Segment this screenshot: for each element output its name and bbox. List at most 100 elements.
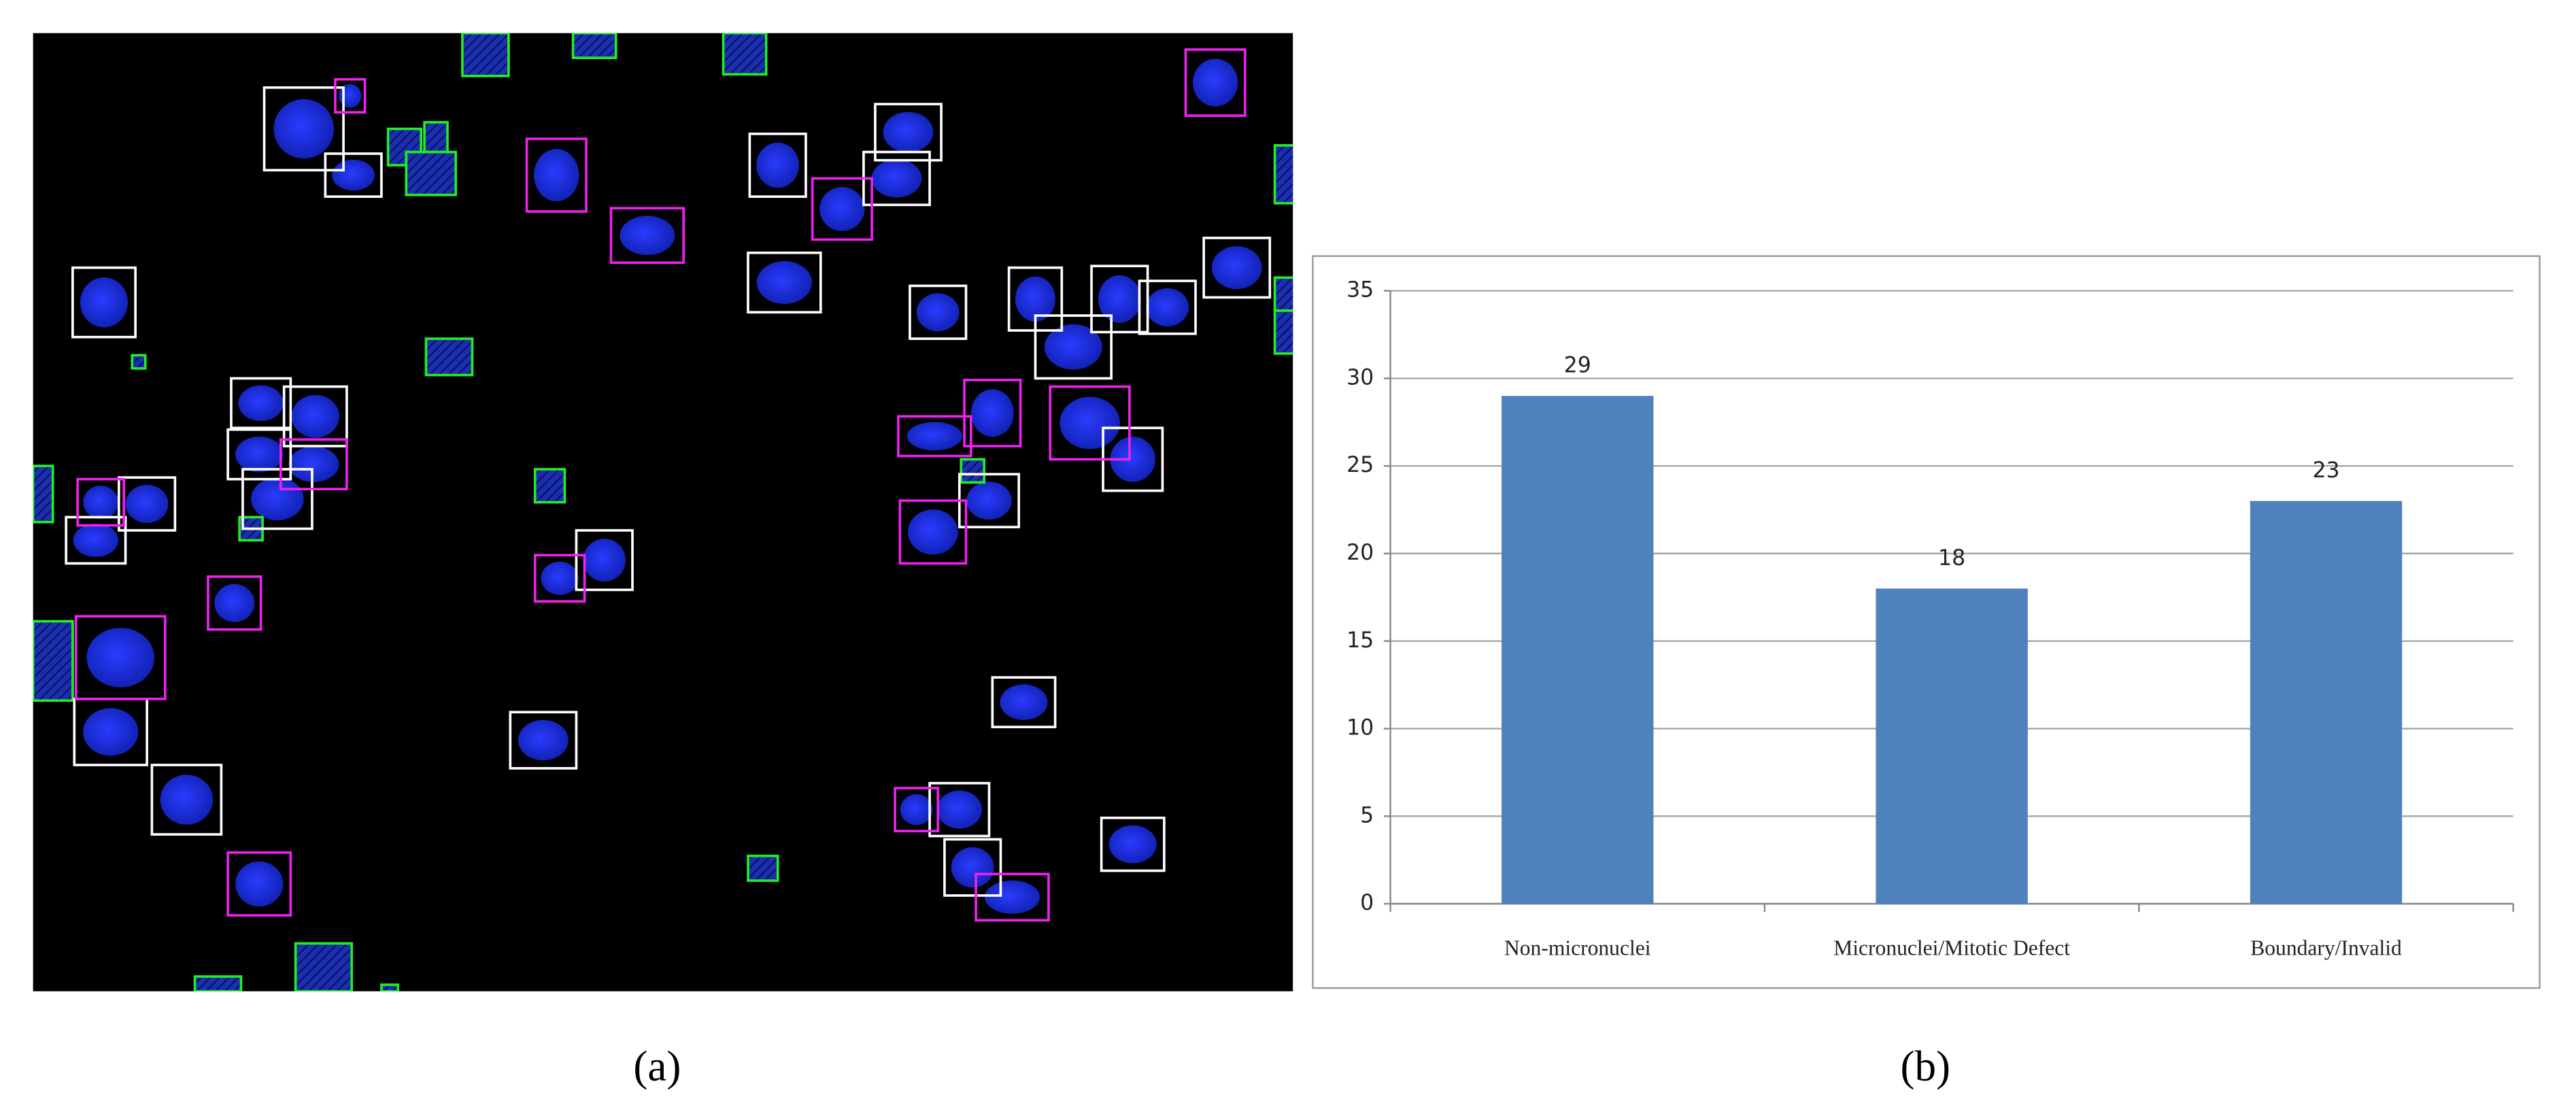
defect-box	[334, 78, 367, 114]
valid-box	[943, 838, 1002, 897]
valid-box	[1202, 237, 1272, 299]
nucleus	[1060, 396, 1120, 449]
nucleus	[125, 485, 169, 524]
nucleus	[620, 216, 675, 256]
valid-box	[928, 781, 991, 838]
nucleus	[583, 539, 626, 582]
y-tick-label: 10	[1346, 716, 1374, 740]
nucleus	[235, 861, 284, 907]
nucleus	[906, 422, 962, 451]
valid-box	[909, 284, 968, 340]
valid-box	[747, 251, 822, 314]
nucleus	[534, 149, 579, 202]
invalid-box	[294, 942, 354, 991]
nucleus	[1000, 684, 1048, 720]
nucleus	[819, 187, 865, 231]
defect-box	[975, 872, 1050, 922]
value-label: 18	[1938, 546, 1965, 570]
nucleus	[160, 774, 214, 825]
nucleus	[86, 628, 155, 687]
nucleus	[1211, 246, 1262, 290]
x-tick-label: Non-micronuclei	[1504, 936, 1651, 959]
defect-box	[1184, 48, 1247, 117]
defect-box	[811, 177, 873, 241]
valid-box	[1138, 279, 1197, 335]
nucleus	[80, 277, 129, 328]
defect-box	[897, 415, 972, 458]
nucleus	[916, 293, 960, 332]
y-tick-label: 25	[1346, 453, 1374, 477]
valid-box	[118, 476, 177, 532]
nucleus	[273, 99, 335, 159]
x-tick-label: Micronuclei/Mitotic Defect	[1833, 936, 2070, 959]
nucleus	[951, 847, 994, 888]
nucleus	[756, 142, 800, 188]
defect-box	[525, 137, 588, 213]
panel-label: (a)	[633, 1042, 681, 1090]
nucleus	[251, 477, 304, 521]
defect-box	[1049, 385, 1131, 461]
nucleus	[984, 880, 1040, 914]
x-tick-label: Boundary/Invalid	[2250, 936, 2402, 959]
valid-box	[874, 103, 943, 162]
microscopy-image	[33, 33, 1293, 991]
invalid-box	[1273, 276, 1293, 312]
value-label: 23	[2312, 458, 2339, 483]
bar-chart: 0 5 10 15 20 25 30 35 29 Non-micronuclei 18 Micronu…	[1346, 278, 2514, 959]
valid-box	[1100, 816, 1166, 872]
value-label: 29	[1564, 353, 1591, 377]
valid-box	[575, 529, 634, 592]
valid-box	[150, 764, 223, 836]
invalid-box	[461, 33, 510, 78]
valid-box	[262, 86, 345, 172]
invalid-box	[722, 33, 768, 76]
invalid-box	[193, 975, 243, 991]
y-tick-label: 20	[1346, 541, 1374, 565]
invalid-box	[424, 337, 474, 377]
nucleus	[900, 794, 933, 825]
y-tick-label: 15	[1346, 628, 1374, 653]
nucleus	[871, 159, 922, 198]
nucleus	[1044, 324, 1102, 370]
invalid-box	[571, 33, 617, 59]
valid-box	[1090, 265, 1149, 334]
valid-box	[241, 468, 313, 530]
valid-box	[71, 266, 137, 339]
valid-box	[324, 152, 383, 198]
bar	[2250, 500, 2403, 904]
nucleus	[1015, 276, 1056, 322]
nucleus	[235, 436, 284, 473]
defect-box	[74, 615, 167, 700]
nucleus	[238, 385, 284, 422]
defect-box	[226, 851, 292, 917]
defect-box	[898, 499, 968, 565]
panel-label: (b)	[1900, 1042, 1950, 1090]
nucleus	[936, 790, 983, 829]
invalid-box	[33, 464, 54, 524]
defect-box	[533, 554, 586, 603]
invalid-box	[423, 120, 449, 154]
bar	[1502, 396, 1654, 904]
nucleus	[83, 708, 139, 756]
nucleus	[214, 583, 255, 622]
defect-box	[76, 477, 125, 527]
nucleus	[970, 389, 1014, 437]
defect-box	[207, 575, 262, 631]
valid-box	[748, 132, 807, 198]
nucleus	[908, 509, 958, 555]
invalid-box	[533, 468, 566, 504]
y-tick-label: 0	[1360, 891, 1374, 915]
nucleus	[83, 486, 118, 520]
nucleus	[1146, 288, 1189, 326]
nucleus	[1192, 58, 1238, 107]
invalid-box	[380, 983, 400, 991]
invalid-box	[960, 458, 986, 484]
bar	[1876, 588, 2028, 904]
invalid-box	[405, 150, 458, 197]
nucleus	[73, 524, 119, 558]
y-tick-label: 35	[1346, 278, 1374, 303]
nucleus	[1108, 825, 1157, 864]
nucleus	[756, 261, 812, 304]
invalid-box	[747, 854, 779, 882]
